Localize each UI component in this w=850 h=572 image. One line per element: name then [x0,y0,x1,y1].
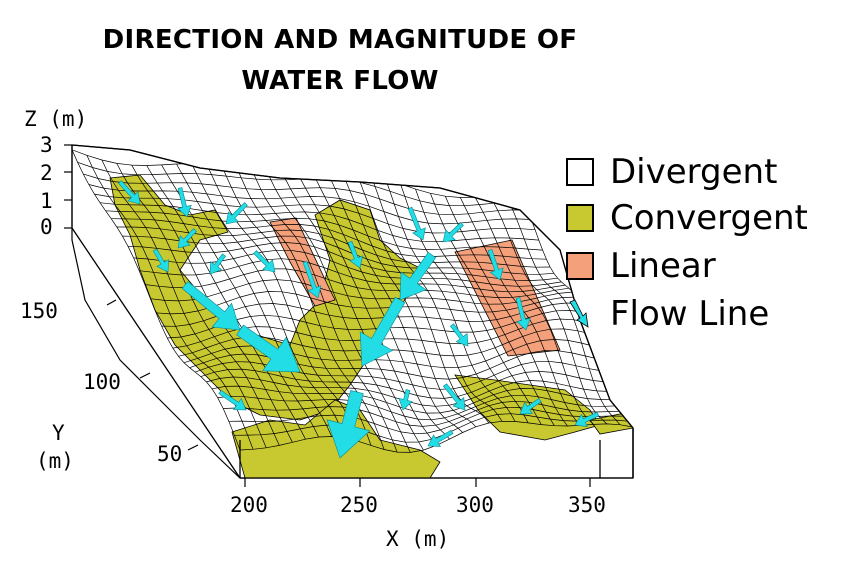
flow-arrow [399,251,437,301]
convergent-region-edge [589,411,633,435]
mesh-line [220,164,372,446]
mesh-line [430,193,555,426]
legend-label-divergent: Divergent [610,152,778,192]
flow-arrow [326,390,371,459]
flow-arrow [442,383,466,411]
flow-arrow [427,429,454,447]
flow-arrow [177,228,197,249]
x-axis-label: X (m) [386,527,449,551]
flow-arrows [118,180,600,459]
title-line-2: WATER FLOW [241,66,439,96]
flow-arrow [302,260,322,299]
flow-arrow [253,250,276,273]
z-axis: Z (m) 3 2 1 0 [24,107,87,239]
flow-arrow [407,206,426,241]
mesh-line [385,178,516,422]
mesh-line [444,196,568,427]
flow-arrow [347,240,364,269]
y-tick-150: 150 [20,299,58,323]
mesh-line [370,174,503,422]
y-tick-50: 50 [157,442,182,466]
legend-swatch-convergent [566,204,594,232]
flow-arrow [181,281,241,331]
legend-swatch-linear [566,252,594,280]
mesh-line [265,169,411,453]
title-line-1: DIRECTION AND MAGNITUDE OF [102,25,578,55]
flow-line-arrow-icon [569,299,589,328]
mesh-line [191,163,346,439]
flow-arrow [236,324,301,373]
mesh-line [355,171,490,424]
legend-label-linear: Linear [610,246,716,286]
mesh-line [415,188,542,425]
flow-arrow [519,397,542,415]
mesh-line [176,163,333,437]
y-axis-unit: (m) [36,449,74,473]
axis-frame [71,145,634,479]
surface-outline [71,144,634,478]
x-tick-200: 200 [230,493,268,517]
mesh-line [295,169,437,446]
flow-arrow [152,248,169,273]
x-axis: 200 250 300 350 X (m) [230,478,606,551]
flow-arrow [515,297,531,331]
flow-arrow [442,222,464,243]
mesh-line [489,196,608,425]
y-axis: 150 100 50 Y (m) [20,299,199,473]
y-tick-100: 100 [83,370,121,394]
flow-arrow [487,249,504,281]
legend-swatch-divergent [566,158,594,186]
z-tick-0: 0 [40,215,53,239]
mesh-line [310,169,450,440]
flow-arrow [359,296,406,367]
mesh-line [146,165,306,440]
mesh-line [116,163,280,446]
mesh-line [86,155,254,450]
y-axis-label: Y [52,421,65,445]
flow-arrow [225,202,248,225]
flow-arrow [118,180,141,205]
mesh-line [72,149,241,451]
z-axis-label: Z (m) [24,107,87,131]
flow-arrow [449,323,469,347]
mesh-line [250,167,398,453]
legend-label-flow-line: Flow Line [610,294,770,334]
mesh-line [400,183,529,424]
x-tick-300: 300 [456,493,494,517]
mesh-line [101,159,267,448]
z-tick-2: 2 [40,161,53,185]
mesh-line [206,163,359,442]
mesh-line [340,169,477,428]
flow-arrow [209,253,227,275]
flow-arrow [398,389,413,411]
x-tick-250: 250 [340,493,378,517]
flow-arrow [574,411,600,427]
mesh-line [474,197,594,425]
chart-title: DIRECTION AND MAGNITUDE OF WATER FLOW [70,20,610,102]
x-tick-350: 350 [568,493,606,517]
legend-label-convergent: Convergent [610,198,808,238]
mesh-line [280,169,424,451]
flow-arrow [177,187,192,218]
z-tick-3: 3 [40,133,53,157]
linear-region-west [269,217,336,307]
z-tick-1: 1 [40,189,53,213]
mesh-line [504,194,621,425]
flow-arrow [218,389,247,411]
